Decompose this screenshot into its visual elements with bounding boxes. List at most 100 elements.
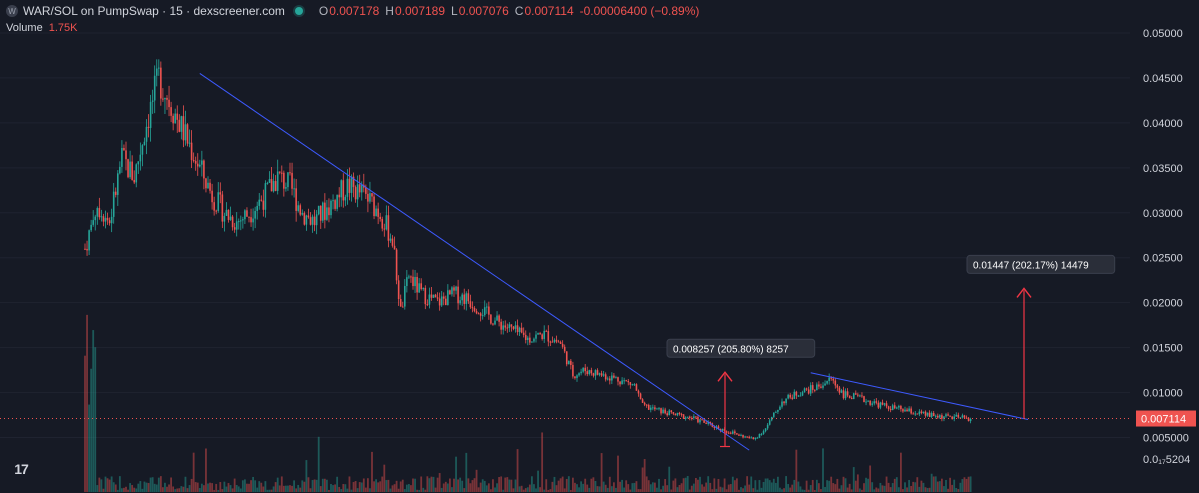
volume-bar [863,483,865,492]
candle-body [939,415,941,418]
volume-bar [492,479,494,492]
volume-bar [356,488,359,492]
candle-body [438,298,441,306]
candle-body [777,409,779,412]
volume-bar [719,486,722,492]
candle-body [149,101,152,128]
volume-bar [239,488,242,492]
candle-body [426,304,429,306]
candle-body [219,192,222,195]
volume-bar [809,485,812,492]
volume-bar [205,448,207,492]
volume-bar [207,483,209,492]
candle-body [537,332,539,335]
candle-body [445,298,447,306]
tradingview-logo[interactable]: 17 [14,461,29,477]
volume-bar [377,482,380,492]
candle-body [401,306,404,308]
volume-bar [364,487,367,492]
candle-body [797,395,800,397]
candle-body [795,391,798,396]
volume-bar [514,479,517,492]
volume-bar [592,477,595,492]
volume-bar [555,485,558,492]
candle-body [408,276,410,278]
candle-body [133,179,135,183]
volume-bar [518,486,521,492]
y-axis-tick-label: 0.05000 [1143,28,1183,40]
volume-bar [662,485,664,492]
volume-bar [332,485,334,492]
volume-bar [323,478,326,492]
candle-body [170,107,172,116]
measurement-tools[interactable]: 0.008257 (205.80%) 8257 0.01447 (202.17%)… [666,254,1116,448]
volume-bar [879,482,882,492]
measure-label-box[interactable] [666,338,816,358]
trendline[interactable] [199,73,750,451]
candle-body [182,116,185,141]
volume-bar [291,485,293,492]
volume-bar [895,477,898,492]
candle-body [117,173,119,195]
candle-body [520,327,523,333]
candle-body [551,341,554,343]
candle-body [840,390,843,393]
volume-bar [295,488,298,492]
candle-body [645,404,648,406]
volume-bar [703,486,705,492]
current-price-label: 0.007114 [1141,414,1186,426]
candle-body [481,315,484,317]
candle-body [937,415,939,418]
volume-bar [682,478,685,492]
candle-body [449,290,451,295]
candle-body [754,437,757,440]
candle-body [168,99,170,108]
candle-body [420,283,422,290]
volume-bar [106,478,109,492]
volume-bar [922,482,925,492]
volume-bar [637,489,640,492]
volume-bar [590,478,593,492]
volume-bar [910,485,913,492]
volume-bar [619,481,621,492]
candlesticks [84,59,972,441]
candle-body [498,315,500,322]
volume-bar [430,476,433,492]
y-axis-tick-label: 0.01000 [1143,388,1183,400]
volume-bar [414,478,416,492]
volume-bar [826,480,828,492]
volume-bar [557,480,560,492]
volume-bar [645,476,648,492]
volume-bar [108,479,111,492]
candle-body [930,412,933,417]
candle-body [654,407,656,410]
candle-body [248,216,250,218]
candle-body [820,386,822,388]
candle-body [859,395,861,397]
candle-body [744,436,746,438]
volume-bar [795,449,798,492]
volume-bar [943,486,945,492]
volume-bar [553,476,556,492]
volume-bar [422,487,425,492]
candle-body [488,306,490,315]
trendline[interactable] [810,372,1029,421]
volume-bar [772,478,775,492]
volume-bar [856,474,859,492]
volume-bar [824,486,826,492]
candle-body [297,205,299,211]
volume-bar [822,448,824,492]
volume-bar [227,483,230,492]
volume-bar [758,480,761,492]
volume-bar [500,476,503,492]
volume-bar [914,482,917,492]
volume-value: 1.75K [48,22,78,34]
measure-label-box[interactable] [966,254,1116,274]
candle-body [844,391,847,399]
volume-bar [746,476,749,492]
volume-bar [358,482,361,492]
volume-bar [432,476,435,492]
candle-body [832,378,835,381]
candle-body [576,375,578,379]
